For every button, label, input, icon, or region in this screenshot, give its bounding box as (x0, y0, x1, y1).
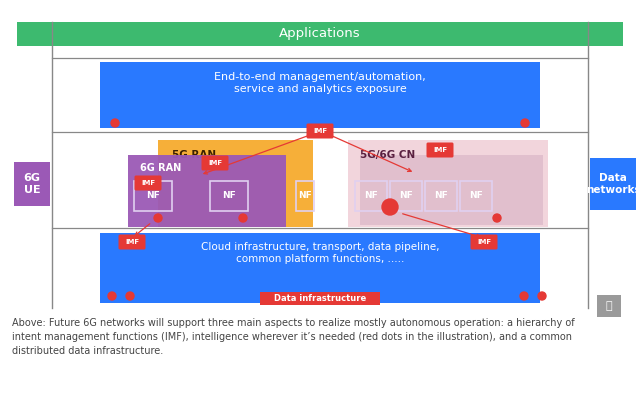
Bar (360, 155, 543, 225)
Circle shape (382, 199, 398, 215)
Bar (425, 181, 457, 211)
Circle shape (493, 214, 501, 222)
Circle shape (521, 119, 529, 127)
Text: NF: NF (469, 191, 483, 200)
Text: IMF: IMF (208, 160, 222, 166)
Circle shape (154, 214, 162, 222)
Bar (355, 181, 387, 211)
Bar (390, 181, 422, 211)
Text: NF: NF (146, 191, 160, 200)
Text: 5G/6G CN: 5G/6G CN (360, 150, 415, 160)
FancyBboxPatch shape (134, 175, 161, 191)
Bar (296, 181, 314, 211)
Text: IMF: IMF (477, 239, 491, 245)
Text: IMF: IMF (433, 147, 447, 153)
Bar (128, 155, 286, 227)
FancyBboxPatch shape (470, 234, 497, 249)
Bar (100, 233, 540, 303)
FancyBboxPatch shape (202, 155, 228, 171)
Bar (260, 292, 380, 305)
Circle shape (538, 292, 546, 300)
Text: IMF: IMF (125, 239, 139, 245)
Bar (17, 22, 623, 46)
Text: Applications: Applications (279, 27, 361, 40)
Circle shape (239, 214, 247, 222)
FancyBboxPatch shape (426, 142, 454, 157)
Bar (460, 181, 492, 211)
Bar (348, 140, 548, 227)
Text: Cloud infrastructure, transport, data pipeline,
common platform functions, .....: Cloud infrastructure, transport, data pi… (201, 242, 439, 264)
Bar (597, 295, 621, 317)
Text: NF: NF (434, 191, 448, 200)
Circle shape (520, 292, 528, 300)
Text: Data
networks: Data networks (586, 173, 640, 195)
Bar (134, 181, 172, 211)
Text: ⤢: ⤢ (605, 301, 612, 311)
Text: NF: NF (298, 191, 312, 200)
Bar (210, 181, 248, 211)
Circle shape (126, 292, 134, 300)
Text: NF: NF (364, 191, 378, 200)
Text: Above: Future 6G networks will support three main aspects to realize mostly auto: Above: Future 6G networks will support t… (12, 318, 575, 356)
Text: 6G RAN: 6G RAN (140, 163, 181, 173)
Circle shape (111, 119, 119, 127)
Text: 5G RAN: 5G RAN (172, 150, 216, 160)
Text: NF: NF (222, 191, 236, 200)
Bar (158, 140, 313, 227)
Bar (590, 158, 636, 210)
Bar (0, 0, 640, 22)
Text: NF: NF (399, 191, 413, 200)
Text: 6G
UE: 6G UE (24, 173, 40, 195)
Text: IMF: IMF (313, 128, 327, 134)
Text: Data infrastructure: Data infrastructure (274, 294, 366, 303)
FancyBboxPatch shape (307, 124, 333, 139)
Bar (100, 62, 540, 128)
Text: IMF: IMF (141, 180, 155, 186)
Circle shape (108, 292, 116, 300)
Text: End-to-end management/automation,
service and analytics exposure: End-to-end management/automation, servic… (214, 72, 426, 94)
Bar (14, 162, 50, 206)
FancyBboxPatch shape (118, 234, 145, 249)
